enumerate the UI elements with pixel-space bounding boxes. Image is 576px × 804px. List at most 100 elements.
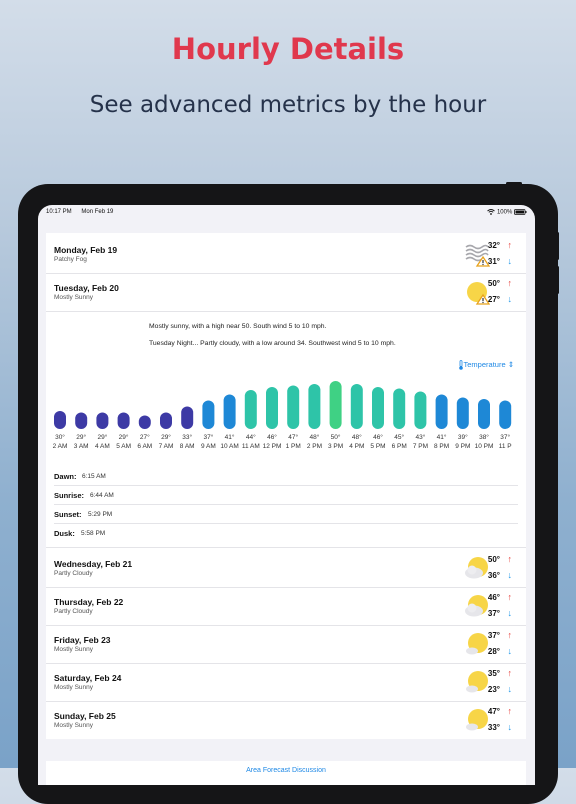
- temp-value-label: 27°: [140, 433, 150, 441]
- hour-label: 12 PM: [263, 443, 282, 450]
- partly-cloudy-icon: [465, 595, 488, 617]
- top-button: [506, 182, 522, 185]
- temp-bar: [138, 415, 151, 429]
- fog-warning-icon: [465, 244, 490, 267]
- temp-value-label: 46°: [267, 433, 277, 441]
- day-row-thursday[interactable]: Thursday, Feb 22 Partly Cloudy 46° ↑ 37°…: [46, 587, 526, 626]
- temp-value-label: 29°: [161, 433, 171, 441]
- volume-down-button: [556, 266, 559, 294]
- high-temp: 50°: [487, 279, 500, 288]
- day-name: Saturday, Feb 24: [54, 673, 122, 683]
- temp-value-label: 29°: [97, 433, 107, 441]
- astro-label: Sunset:: [54, 510, 82, 519]
- hour-label: 3 AM: [74, 443, 89, 450]
- chevron-updown-icon: ⇕: [505, 360, 514, 369]
- day-condition: Mostly Sunny: [54, 294, 94, 301]
- hour-label: 11 AM: [242, 443, 260, 450]
- temp-bar: [96, 412, 109, 429]
- discussion-card[interactable]: Area Forecast Discussion: [46, 761, 526, 785]
- low-temp: 36°: [487, 571, 500, 580]
- day-row-saturday[interactable]: Saturday, Feb 24 Mostly Sunny 35° ↑ 23° …: [46, 663, 526, 702]
- astro-value: 5:58 PM: [81, 530, 106, 537]
- astro-label: Sunrise:: [54, 491, 85, 500]
- temp-bar: [202, 400, 215, 429]
- forecast-text-night: Tuesday Night... Partly cloudy, with a l…: [149, 340, 396, 347]
- temp-value-label: 37°: [203, 433, 213, 441]
- divider: [46, 547, 526, 548]
- day-name: Thursday, Feb 22: [54, 597, 124, 607]
- arrow-down-icon: ↓: [507, 570, 513, 580]
- hour-label: 6 PM: [392, 443, 407, 450]
- high-temp: 47°: [487, 707, 500, 716]
- hour-label: 4 AM: [95, 443, 110, 450]
- hour-label: 2 PM: [307, 443, 322, 450]
- day-name: Tuesday, Feb 20: [54, 283, 119, 293]
- temp-value-label: 41°: [225, 433, 235, 441]
- volume-up-button: [556, 232, 559, 260]
- status-date: Mon Feb 19: [81, 209, 114, 215]
- temp-value-label: 33°: [182, 433, 192, 441]
- temp-value-label: 46°: [373, 433, 383, 441]
- arrow-up-icon: ↑: [507, 630, 513, 640]
- high-temp: 32°: [487, 241, 500, 250]
- astro-row-sunset: Sunset: 5:29 PM: [54, 505, 518, 524]
- temp-bar: [266, 387, 278, 429]
- hour-label: 8 AM: [180, 443, 195, 450]
- thermometer-icon: [458, 360, 463, 370]
- temp-value-label: 39°: [458, 433, 468, 441]
- day-condition: Mostly Sunny: [54, 722, 94, 729]
- hour-label: 7 AM: [159, 443, 174, 450]
- arrow-down-icon: ↓: [507, 294, 513, 304]
- day-row-sunday[interactable]: Sunday, Feb 25 Mostly Sunny 47° ↑ 33° ↓: [46, 701, 526, 739]
- hour-label: 6 AM: [137, 443, 152, 450]
- hour-label: 2 AM: [53, 443, 68, 450]
- temp-value-label: 47°: [288, 433, 298, 441]
- forecast-text-day: Mostly sunny, with a high near 50. South…: [149, 323, 327, 330]
- wifi-icon: [487, 209, 496, 215]
- hour-label: 3 PM: [328, 443, 343, 450]
- hourly-temperature-chart: 30° 2 AM 29° 3 AM 29° 4 AM 29° 5 AM 27° 6 AM 29° 7 …: [53, 381, 512, 450]
- day-condition: Partly Cloudy: [54, 608, 93, 615]
- day-row-monday[interactable]: Monday, Feb 19 Patchy Fog 32° ↑ 31° ↓: [46, 235, 526, 274]
- arrow-up-icon: ↑: [507, 592, 513, 602]
- temp-value-label: 37°: [500, 433, 510, 441]
- page-subheadline: See advanced metrics by the hour: [89, 92, 487, 118]
- forecast-card: Monday, Feb 19 Patchy Fog 32° ↑ 31° ↓ Tu…: [46, 233, 526, 739]
- day-condition: Mostly Sunny: [54, 684, 94, 691]
- day-name: Monday, Feb 19: [54, 245, 118, 255]
- temp-bar: [75, 412, 88, 429]
- metric-selector[interactable]: Temperature ⇕: [458, 360, 514, 370]
- temp-bar: [160, 412, 172, 429]
- temp-value-label: 48°: [309, 433, 319, 441]
- temp-value-label: 44°: [246, 433, 256, 441]
- temp-bar: [287, 385, 300, 429]
- arrow-down-icon: ↓: [507, 646, 513, 656]
- low-temp: 23°: [487, 685, 500, 694]
- status-time: 10:17 PM: [46, 209, 72, 215]
- day-row-tuesday[interactable]: Tuesday, Feb 20 Mostly Sunny 50° ↑ 27° ↓: [46, 273, 526, 312]
- hour-label: 9 AM: [201, 443, 216, 450]
- temp-value-label: 43°: [415, 433, 425, 441]
- hour-label: 8 PM: [434, 443, 449, 450]
- app-screen: 10:17 PM Mon Feb 19 100% Monday, Feb 19 …: [38, 205, 535, 785]
- high-temp: 50°: [487, 555, 500, 564]
- day-name: Friday, Feb 23: [54, 635, 111, 645]
- day-row-friday[interactable]: Friday, Feb 23 Mostly Sunny 37° ↑ 28° ↓: [46, 625, 526, 664]
- partly-cloudy-icon: [465, 557, 488, 579]
- astro-label: Dawn:: [54, 472, 77, 481]
- temp-bar: [308, 384, 321, 429]
- area-forecast-discussion-link[interactable]: Area Forecast Discussion: [246, 767, 326, 774]
- hour-label: 10 PM: [475, 443, 494, 450]
- metric-label: Temperature: [463, 360, 506, 369]
- day-condition: Partly Cloudy: [54, 570, 93, 577]
- astro-value: 6:44 AM: [90, 492, 114, 499]
- arrow-down-icon: ↓: [507, 256, 513, 266]
- day-row-wednesday[interactable]: Wednesday, Feb 21 Partly Cloudy 50° ↑ 36…: [46, 549, 526, 588]
- high-temp: 37°: [487, 631, 500, 640]
- mostly-sunny-icon: [466, 633, 488, 655]
- day-name: Wednesday, Feb 21: [54, 559, 133, 569]
- arrow-down-icon: ↓: [507, 608, 513, 618]
- hour-label: 5 AM: [116, 443, 131, 450]
- temp-value-label: 29°: [76, 433, 86, 441]
- arrow-up-icon: ↑: [507, 706, 513, 716]
